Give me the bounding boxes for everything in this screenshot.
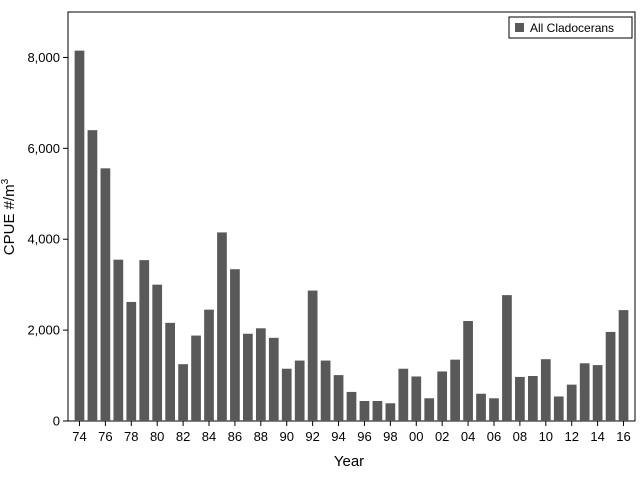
legend-box — [508, 16, 633, 39]
bar-03 — [450, 359, 460, 421]
bar-84 — [204, 309, 214, 421]
legend-label: All Cladocerans — [530, 21, 614, 35]
bar-06 — [489, 398, 499, 421]
bar-07 — [502, 295, 512, 421]
bar-77 — [113, 259, 124, 421]
bar-08 — [515, 376, 525, 421]
bar-96 — [359, 401, 370, 421]
x-tick-label: 12 — [564, 429, 578, 444]
bar-91 — [294, 360, 305, 421]
bar-14 — [592, 365, 603, 421]
bar-92 — [307, 290, 318, 421]
bar-11 — [553, 396, 564, 421]
x-tick-label: 90 — [279, 429, 293, 444]
x-tick-label: 00 — [409, 429, 423, 444]
y-tick-label: 0 — [53, 414, 60, 429]
y-tick-label: 8,000 — [27, 50, 60, 65]
y-axis-title-superscript: 3 — [0, 178, 11, 184]
plot-area — [67, 11, 636, 422]
y-tick-label: 6,000 — [27, 141, 60, 156]
bar-09 — [527, 376, 538, 421]
bar-87 — [243, 333, 253, 421]
bar-05 — [476, 393, 486, 421]
bar-97 — [372, 401, 383, 421]
x-tick-label: 76 — [98, 429, 112, 444]
bar-83 — [191, 335, 201, 421]
bar-94 — [333, 375, 344, 421]
x-tick-label: 98 — [383, 429, 397, 444]
x-tick-label: 84 — [202, 429, 216, 444]
x-axis-title: Year — [334, 453, 364, 470]
bar-13 — [579, 363, 590, 421]
bar-01 — [424, 398, 435, 421]
x-tick-label: 08 — [513, 429, 527, 444]
bar-82 — [178, 364, 188, 421]
x-tick-label: 78 — [124, 429, 138, 444]
bar-74 — [74, 50, 85, 421]
bar-16 — [618, 310, 629, 421]
bar-15 — [605, 331, 616, 421]
x-tick-label: 14 — [590, 429, 604, 444]
x-tick-label: 96 — [357, 429, 371, 444]
bars-group — [74, 50, 629, 421]
x-axis-ticks: 74 76 78 80 82 84 86 88 90 92 94 96 98 00 02 04 06 08 10 12… — [72, 421, 631, 444]
y-tick-label: 4,000 — [27, 232, 60, 247]
bar-00 — [411, 376, 422, 421]
bar-99 — [398, 368, 409, 421]
bar-75 — [87, 130, 98, 421]
bar-88 — [255, 328, 266, 421]
x-tick-label: 88 — [254, 429, 268, 444]
x-tick-label: 04 — [461, 429, 475, 444]
x-tick-label: 06 — [487, 429, 501, 444]
bar-90 — [281, 368, 292, 421]
x-tick-label: 80 — [150, 429, 164, 444]
bar-85 — [217, 232, 227, 421]
bar-81 — [165, 322, 176, 421]
bar-93 — [320, 360, 331, 421]
bar-89 — [268, 337, 279, 421]
x-tick-label: 02 — [435, 429, 449, 444]
bar-12 — [566, 384, 577, 421]
x-tick-label: 10 — [539, 429, 553, 444]
x-tick-label: 86 — [228, 429, 242, 444]
bar-98 — [385, 403, 396, 421]
bar-79 — [139, 260, 150, 421]
bar-78 — [126, 301, 137, 421]
y-axis-title-text: CPUE #/m — [1, 184, 18, 255]
y-tick-label: 2,000 — [27, 323, 60, 338]
y-axis-title: CPUE #/m3 — [0, 178, 18, 255]
legend-swatch — [515, 23, 524, 32]
x-tick-label: 82 — [176, 429, 190, 444]
bar-76 — [100, 168, 111, 421]
y-axis-ticks: 0 2,000 4,000 6,000 8,000 — [27, 50, 68, 429]
bar-95 — [346, 391, 357, 421]
bar-80 — [152, 284, 163, 421]
bar-02 — [437, 371, 448, 421]
x-tick-label: 94 — [331, 429, 345, 444]
bar-86 — [230, 269, 240, 421]
x-tick-label: 92 — [305, 429, 319, 444]
x-tick-label: 16 — [616, 429, 630, 444]
bar-10 — [540, 359, 551, 421]
bar-04 — [463, 321, 473, 421]
x-tick-label: 74 — [72, 429, 86, 444]
legend: All Cladocerans — [508, 16, 633, 39]
